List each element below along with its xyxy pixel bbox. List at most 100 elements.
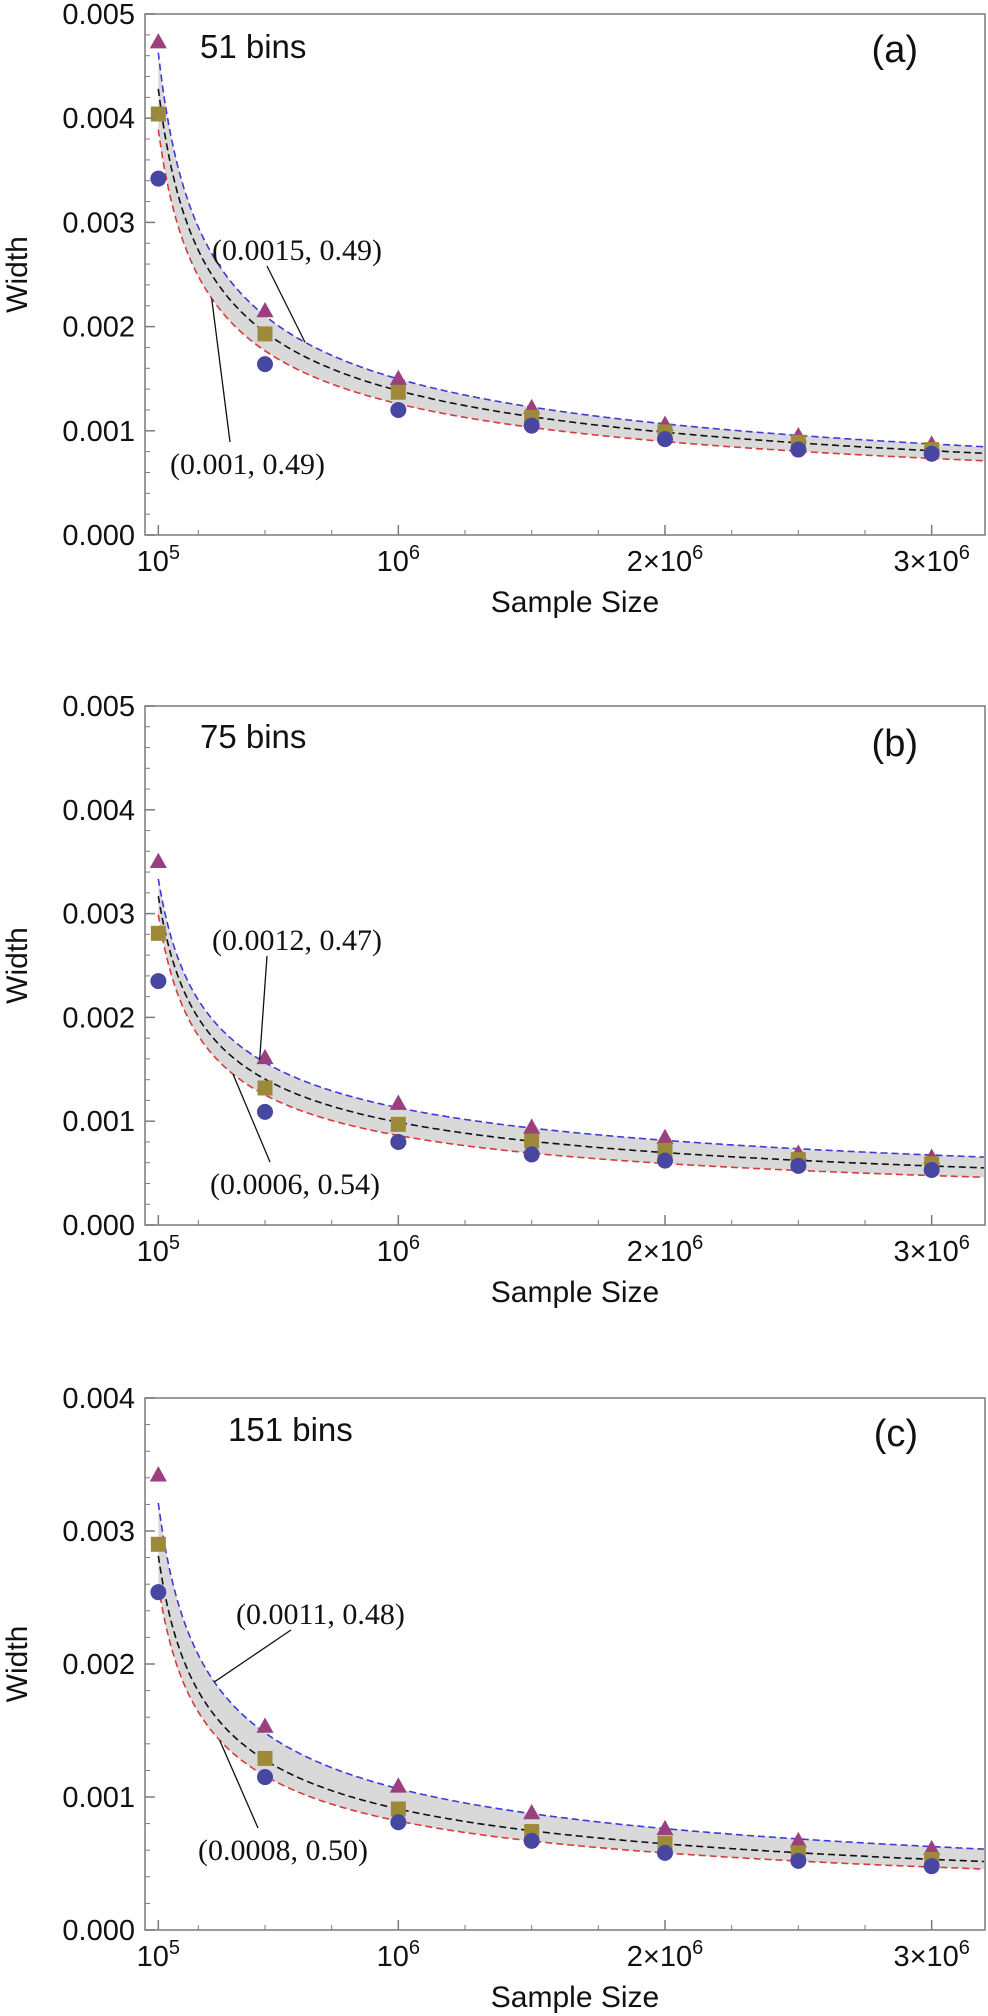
triangle-point xyxy=(523,1803,541,1820)
lower-fit-curve xyxy=(157,129,984,462)
triangle-point xyxy=(256,1717,274,1733)
y-tick-label: 0.001 xyxy=(62,1782,135,1814)
fit-annotation-label: (0.001, 0.49) xyxy=(170,448,325,481)
triangle-point xyxy=(656,1819,674,1836)
x-tick-label: 3×106 xyxy=(893,1232,969,1268)
annotation-leader-line xyxy=(213,1629,292,1683)
circle-point xyxy=(150,170,167,187)
circle-point xyxy=(923,445,940,462)
square-point xyxy=(257,1750,273,1766)
y-tick-label: 0.002 xyxy=(62,1649,135,1681)
y-tick-label: 0.004 xyxy=(62,103,135,135)
x-tick-label: 3×106 xyxy=(893,542,969,578)
lower-fit-curve xyxy=(157,914,984,1178)
y-axis-title: Width xyxy=(1,1626,34,1703)
square-point xyxy=(257,326,273,342)
upper-fit-curve xyxy=(157,52,984,448)
circle-point xyxy=(790,1852,807,1869)
x-axis-title: Sample Size xyxy=(491,586,659,619)
y-tick-label: 0.000 xyxy=(62,520,135,552)
x-tick-label: 2×106 xyxy=(627,1232,703,1268)
annotation-leader-line xyxy=(259,955,268,1060)
y-axis-title: Width xyxy=(1,927,34,1004)
circle-point xyxy=(390,1814,407,1831)
circle-point xyxy=(790,1157,807,1174)
x-tick-label: 3×106 xyxy=(893,1937,969,1973)
x-axis-title: Sample Size xyxy=(491,1981,659,2014)
circle-point xyxy=(257,356,273,373)
circle-point xyxy=(150,1584,167,1601)
annotation-leader-line xyxy=(219,1739,259,1829)
square-point xyxy=(257,1080,273,1096)
square-point xyxy=(150,1536,166,1552)
y-tick-label: 0.003 xyxy=(62,899,135,931)
y-tick-label: 0.005 xyxy=(62,0,135,31)
y-tick-label: 0.000 xyxy=(62,1915,135,1947)
circle-point xyxy=(523,417,540,434)
triangle-point xyxy=(149,33,167,49)
x-tick-label: 105 xyxy=(137,542,180,578)
triangle-point xyxy=(389,369,407,385)
y-tick-label: 0.001 xyxy=(62,416,135,448)
fit-annotation-label: (0.0012, 0.47) xyxy=(212,924,382,957)
bins-label: 51 bins xyxy=(200,28,306,65)
fit-annotation-label: (0.0006, 0.54) xyxy=(210,1168,380,1201)
x-tick-label: 2×106 xyxy=(627,542,703,578)
square-point xyxy=(524,1133,540,1149)
y-tick-label: 0.004 xyxy=(62,795,135,827)
plot-frame xyxy=(144,705,986,1226)
triangle-point xyxy=(656,1128,674,1145)
chart-panel-c: 0.000 0.001 0.002 0.003 0.004 105 106 2×106 3×10… xyxy=(1,1383,986,2014)
middle-fit-curve xyxy=(157,1555,984,1863)
triangle-point xyxy=(149,852,167,868)
triangle-point xyxy=(789,1831,807,1848)
confidence-band xyxy=(158,1503,984,1870)
circle-point xyxy=(523,1146,540,1163)
annotation-leader-line xyxy=(266,265,306,343)
x-tick-label: 105 xyxy=(137,1937,180,1973)
y-tick-label: 0.001 xyxy=(62,1106,135,1138)
square-point xyxy=(390,1801,406,1817)
lower-fit-curve xyxy=(157,1585,984,1870)
circle-point xyxy=(657,431,673,448)
bins-label: 75 bins xyxy=(200,718,306,755)
triangle-point xyxy=(923,1839,941,1856)
y-tick-label: 0.002 xyxy=(62,312,135,344)
y-tick-label: 0.004 xyxy=(62,1383,135,1415)
y-tick-label: 0.003 xyxy=(62,1516,135,1548)
panel-label: (b) xyxy=(872,723,918,765)
x-axis-title: Sample Size xyxy=(491,1276,659,1309)
circle-point xyxy=(257,1103,273,1120)
middle-fit-curve xyxy=(157,896,984,1169)
x-tick-label: 105 xyxy=(137,1232,180,1268)
circle-point xyxy=(923,1161,940,1178)
circle-point xyxy=(523,1832,540,1849)
circle-point xyxy=(790,441,807,458)
y-axis-title: Width xyxy=(1,236,34,313)
triangle-point xyxy=(256,301,274,318)
panel-label: (a) xyxy=(872,29,918,71)
circle-point xyxy=(150,973,167,990)
confidence-band xyxy=(158,878,984,1178)
panel-label: (c) xyxy=(874,1413,918,1455)
circle-point xyxy=(657,1844,673,1861)
fit-annotation-label: (0.0011, 0.48) xyxy=(236,1598,405,1631)
y-tick-label: 0.002 xyxy=(62,1002,135,1034)
fit-annotation-label: (0.0015, 0.49) xyxy=(212,234,382,267)
bins-label: 151 bins xyxy=(228,1411,353,1448)
circle-point xyxy=(390,1133,407,1150)
upper-fit-curve xyxy=(157,878,984,1158)
fit-annotation-label: (0.0008, 0.50) xyxy=(198,1834,368,1867)
x-tick-label: 106 xyxy=(377,1232,420,1268)
circle-point xyxy=(257,1769,273,1786)
chart-panel-a: 0.000 0.001 0.002 0.003 0.004 0.005 105 106 2×10… xyxy=(1,0,986,619)
triangle-point xyxy=(389,1094,407,1110)
plot-frame xyxy=(144,13,986,536)
square-point xyxy=(150,106,166,122)
square-point xyxy=(150,925,166,941)
y-tick-label: 0.000 xyxy=(62,1210,135,1242)
triangle-point xyxy=(256,1048,274,1065)
square-point xyxy=(390,384,406,400)
y-tick-label: 0.005 xyxy=(62,691,135,723)
